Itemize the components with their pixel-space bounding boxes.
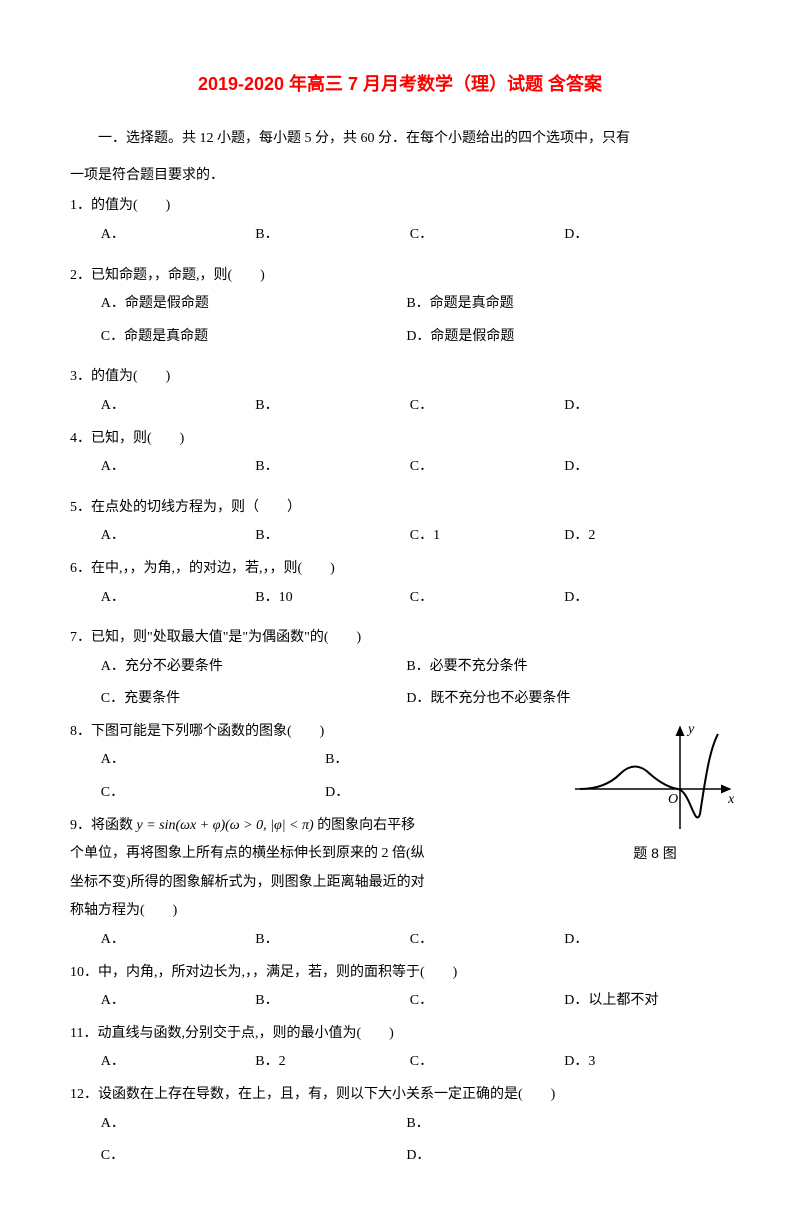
question-5-options: A． B． C．1 D．2: [70, 523, 730, 550]
opt-d: D．以上都不对: [564, 988, 715, 1015]
question-1-options: A． B． C． D．: [70, 222, 730, 249]
opt-d: D．: [564, 585, 715, 612]
q8-wrap: y x O 题 8 图 8．下图可能是下列哪个函数的图象( ) A． B． C．…: [70, 719, 730, 925]
opt-d: D．2: [564, 523, 715, 550]
opt-b: B．: [255, 523, 406, 550]
question-7-options-row1: A．充分不必要条件 B．必要不充分条件: [70, 654, 730, 681]
opt-b: B．: [255, 222, 406, 249]
opt-b: B．10: [255, 585, 406, 612]
opt-d: D．: [325, 780, 546, 807]
opt-c: C．: [410, 927, 561, 954]
opt-b: B．必要不充分条件: [406, 654, 708, 681]
question-12-stem: 12．设函数在上存在导数，在上，且，有，则以下大小关系一定正确的是( ): [70, 1082, 730, 1109]
opt-a: A．: [101, 927, 252, 954]
axis-y-label: y: [686, 722, 695, 737]
axis-x-label: x: [727, 792, 735, 807]
opt-a: A．: [101, 523, 252, 550]
q9-prefix: 9．将函数: [70, 818, 133, 833]
opt-c: C．命题是真命题: [101, 324, 403, 351]
section-intro-line1: 一．选择题。共 12 小题，每小题 5 分，共 60 分．在每个小题给出的四个选…: [70, 124, 730, 155]
opt-b: B．: [255, 393, 406, 420]
opt-a: A．充分不必要条件: [101, 654, 403, 681]
opt-a: A．命题是假命题: [101, 291, 403, 318]
question-8-options-row1: A． B．: [70, 747, 561, 774]
opt-d: D．: [564, 927, 715, 954]
graph-icon: y x O: [570, 719, 740, 839]
opt-d: D．: [564, 454, 715, 481]
opt-a: A．: [101, 988, 252, 1015]
opt-a: A．: [101, 1111, 403, 1138]
opt-b: B．命题是真命题: [406, 291, 708, 318]
opt-a: A．: [101, 454, 252, 481]
exam-page: 2019-2020 年高三 7 月月考数学（理）试题 含答案 一．选择题。共 1…: [0, 0, 800, 1216]
question-7-stem: 7．已知，则"处取最大值"是"为偶函数"的( ): [70, 625, 730, 652]
question-9-cont3: 称轴方程为( ): [70, 898, 730, 925]
question-1-stem: 1．的值为( ): [70, 193, 730, 220]
question-2-options-row1: A．命题是假命题 B．命题是真命题: [70, 291, 730, 318]
question-11-stem: 11．动直线与函数,分别交于点,，则的最小值为( ): [70, 1021, 730, 1048]
opt-d: D．3: [564, 1049, 715, 1076]
opt-d: D．既不充分也不必要条件: [406, 686, 708, 713]
opt-c: C．: [410, 393, 561, 420]
opt-c: C．: [101, 1143, 403, 1170]
opt-c: C．: [410, 585, 561, 612]
opt-d: D．: [564, 222, 715, 249]
figure-caption: 题 8 图: [570, 843, 740, 863]
page-title: 2019-2020 年高三 7 月月考数学（理）试题 含答案: [70, 70, 730, 96]
question-4-options: A． B． C． D．: [70, 454, 730, 481]
question-9-cont2: 坐标不变)所得的图象解析式为，则图象上距离轴最近的对: [70, 870, 530, 897]
question-9-stem: 9．将函数 y = sin(ωx + φ)(ω > 0, |φ| < π) 的图…: [70, 813, 530, 840]
opt-a: A．: [101, 585, 252, 612]
q9-suffix: 的图象向右平移: [317, 818, 415, 833]
opt-a: A．: [101, 222, 252, 249]
question-6-stem: 6．在中,，，为角,，的对边，若,，，则( ): [70, 556, 730, 583]
opt-c: C．: [410, 454, 561, 481]
opt-c: C．: [410, 1049, 561, 1076]
opt-b: B．: [255, 988, 406, 1015]
opt-b: B．2: [255, 1049, 406, 1076]
opt-c: C．充要条件: [101, 686, 403, 713]
opt-b: B．: [255, 927, 406, 954]
figure-q8: y x O 题 8 图: [570, 719, 740, 863]
opt-a: A．: [101, 747, 322, 774]
question-10-options: A． B． C． D．以上都不对: [70, 988, 730, 1015]
section-intro-line2: 一项是符合题目要求的．: [70, 163, 730, 190]
origin-label: O: [668, 792, 678, 807]
opt-a: A．: [101, 393, 252, 420]
question-7-options-row2: C．充要条件 D．既不充分也不必要条件: [70, 686, 730, 713]
question-3-options: A． B． C． D．: [70, 393, 730, 420]
question-2-stem: 2．已知命题，，命题,，则( ): [70, 263, 730, 290]
question-5-stem: 5．在点处的切线方程为，则（ ）: [70, 495, 730, 522]
question-8-options-row2: C． D．: [70, 780, 561, 807]
question-2-options-row2: C．命题是真命题 D．命题是假命题: [70, 324, 730, 351]
opt-d: D．: [564, 393, 715, 420]
opt-c: C．: [410, 988, 561, 1015]
opt-c: C．: [410, 222, 561, 249]
question-10-stem: 10．中，内角,，所对边长为,，，满足，若，则的面积等于( ): [70, 960, 730, 987]
opt-b: B．: [406, 1111, 708, 1138]
question-12-options-row2: C． D．: [70, 1143, 730, 1170]
opt-a: A．: [101, 1049, 252, 1076]
question-3-stem: 3．的值为( ): [70, 364, 730, 391]
opt-d: D．命题是假命题: [406, 324, 708, 351]
q9-formula: y = sin(ωx + φ)(ω > 0, |φ| < π): [137, 818, 314, 833]
opt-b: B．: [255, 454, 406, 481]
opt-d: D．: [406, 1143, 708, 1170]
question-9-options: A． B． C． D．: [70, 927, 730, 954]
opt-c: C．1: [410, 523, 561, 550]
question-11-options: A． B．2 C． D．3: [70, 1049, 730, 1076]
question-12-options-row1: A． B．: [70, 1111, 730, 1138]
question-4-stem: 4．已知，则( ): [70, 426, 730, 453]
question-9-cont1: 个单位，再将图象上所有点的横坐标伸长到原来的 2 倍(纵: [70, 841, 530, 868]
opt-c: C．: [101, 780, 322, 807]
question-6-options: A． B．10 C． D．: [70, 585, 730, 612]
opt-b: B．: [325, 747, 546, 774]
